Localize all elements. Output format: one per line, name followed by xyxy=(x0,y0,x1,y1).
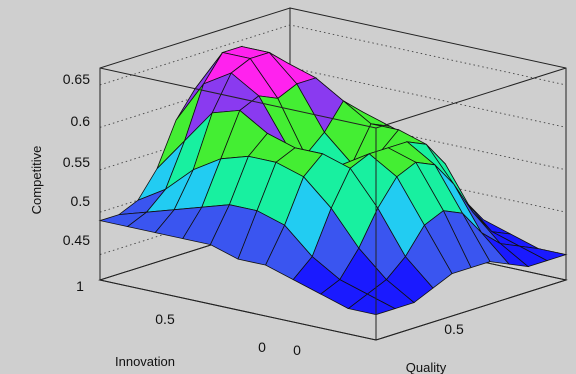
surface-patch xyxy=(347,293,397,316)
y-tick-label: 0.5 xyxy=(155,311,175,327)
box-edge xyxy=(375,279,567,341)
surface-mesh xyxy=(98,45,568,316)
z-axis-label: Competitive xyxy=(29,146,44,215)
box-edge xyxy=(99,67,377,129)
z-gridline xyxy=(99,24,567,86)
y-tick-label: 1 xyxy=(76,278,84,294)
box-edges xyxy=(99,67,567,341)
z-tick-label: 0.45 xyxy=(63,232,90,248)
x-tick-label: 0 xyxy=(293,342,301,358)
box-edge xyxy=(375,67,567,129)
z-tick-label: 0.6 xyxy=(71,113,91,129)
y-tick-label: 0 xyxy=(258,339,266,355)
z-tick-label: 0.55 xyxy=(63,154,90,170)
x-axis-label: Quality xyxy=(406,360,447,374)
x-tick-label: 0.5 xyxy=(444,321,464,337)
y-axis-label: Innovation xyxy=(115,354,175,369)
z-tick-label: 0.5 xyxy=(71,193,91,209)
z-tick-label: 0.65 xyxy=(63,71,90,87)
box-edge xyxy=(99,279,377,341)
